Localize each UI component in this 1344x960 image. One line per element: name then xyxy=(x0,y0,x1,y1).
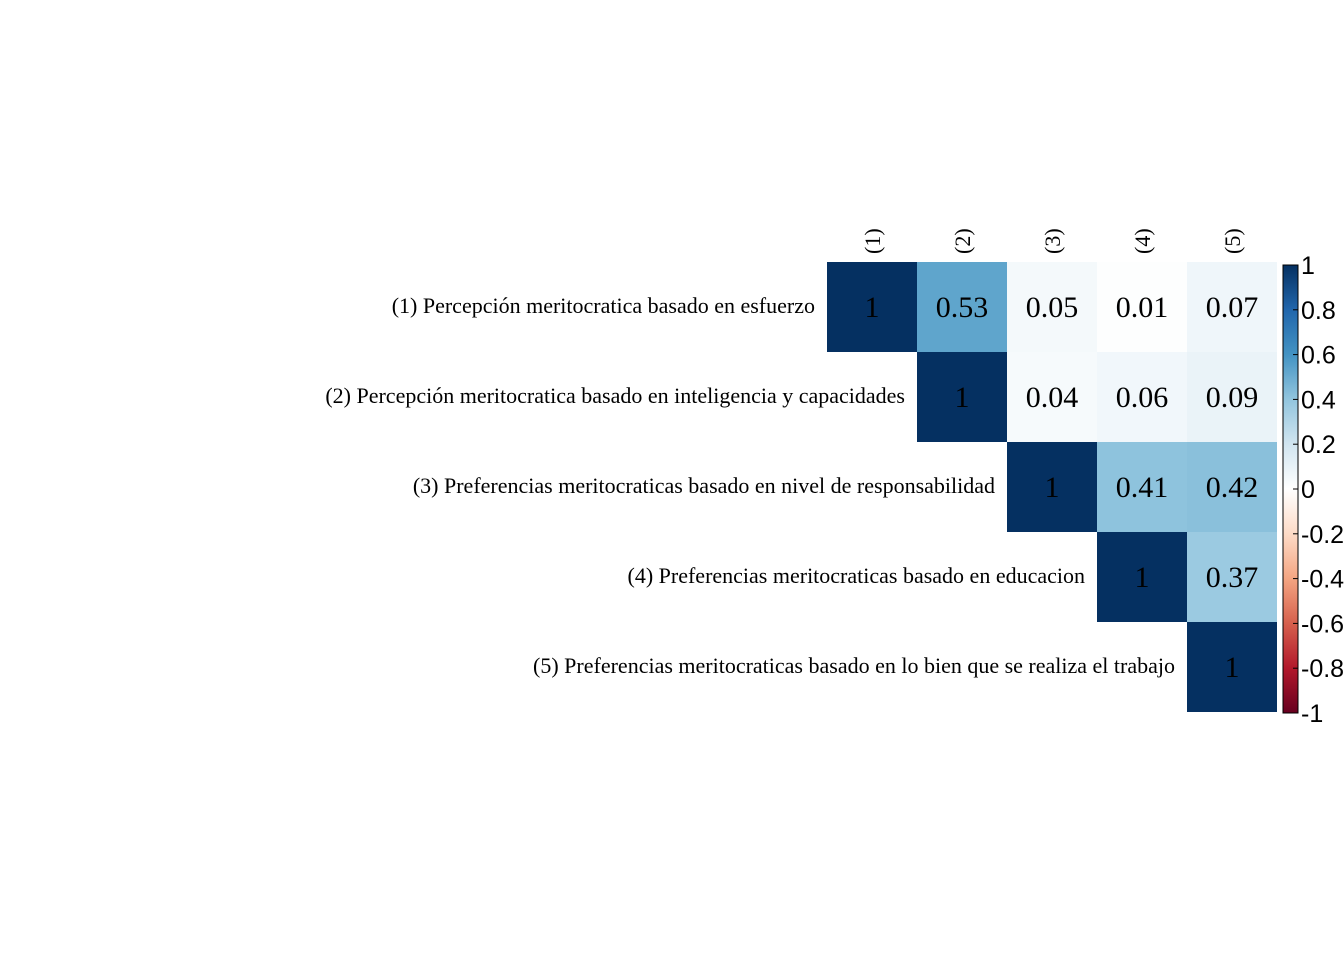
col-label-5: (5) xyxy=(1220,228,1245,254)
colorbar-tick-label: -0.6 xyxy=(1301,610,1344,638)
cell-value-2-4: 0.06 xyxy=(1116,381,1169,414)
cell-value-2-3: 0.04 xyxy=(1026,381,1079,414)
heatmap-cell-1-4 xyxy=(1097,262,1187,352)
col-label-3: (3) xyxy=(1040,228,1065,254)
colorbar-tick-label: 0.6 xyxy=(1301,342,1336,370)
colorbar-tick-label: 1 xyxy=(1301,252,1315,280)
cell-value-3-4: 0.41 xyxy=(1116,471,1169,504)
cell-value-1-3: 0.05 xyxy=(1026,291,1079,324)
heatmap-cell-1-1 xyxy=(827,262,917,352)
heatmap-cell-2-3 xyxy=(1007,352,1097,442)
col-label-1: (1) xyxy=(860,228,885,254)
heatmap-cell-3-3 xyxy=(1007,442,1097,532)
cell-value-4-4: 1 xyxy=(1135,561,1150,594)
colorbar-tick-label: -1 xyxy=(1301,700,1323,728)
cell-value-2-2: 1 xyxy=(955,381,970,414)
row-label-3: (3) Preferencias meritocraticas basado e… xyxy=(413,473,995,498)
cell-value-4-5: 0.37 xyxy=(1206,561,1259,594)
colorbar-tick-label: 0.4 xyxy=(1301,386,1336,414)
heatmap-cell-3-4 xyxy=(1097,442,1187,532)
row-label-5: (5) Preferencias meritocraticas basado e… xyxy=(533,653,1175,678)
cell-value-1-2: 0.53 xyxy=(936,291,989,324)
colorbar-tick-label: 0 xyxy=(1301,476,1315,504)
cell-value-2-5: 0.09 xyxy=(1206,381,1259,414)
heatmap-cell-2-5 xyxy=(1187,352,1277,442)
cell-value-5-5: 1 xyxy=(1225,651,1240,684)
colorbar-tick-label: 0.2 xyxy=(1301,431,1336,459)
heatmap-cell-1-2 xyxy=(917,262,1007,352)
heatmap-cell-2-4 xyxy=(1097,352,1187,442)
heatmap-cell-4-5 xyxy=(1187,532,1277,622)
heatmap-cell-4-4 xyxy=(1097,532,1187,622)
col-label-2: (2) xyxy=(950,228,975,254)
heatmap-cell-2-2 xyxy=(917,352,1007,442)
row-label-1: (1) Percepción meritocratica basado en e… xyxy=(392,293,815,318)
cell-value-1-4: 0.01 xyxy=(1116,291,1169,324)
heatmap-cell-3-5 xyxy=(1187,442,1277,532)
colorbar-tick-label: -0.8 xyxy=(1301,655,1344,683)
row-label-4: (4) Preferencias meritocraticas basado e… xyxy=(628,563,1086,588)
colorbar-tick-label: 0.8 xyxy=(1301,297,1336,325)
colorbar-tick-label: -0.4 xyxy=(1301,566,1344,594)
col-label-4: (4) xyxy=(1130,228,1155,254)
heatmap-cell-1-5 xyxy=(1187,262,1277,352)
colorbar-tick-label: -0.2 xyxy=(1301,521,1344,549)
cell-value-3-5: 0.42 xyxy=(1206,471,1259,504)
cell-value-3-3: 1 xyxy=(1045,471,1060,504)
heatmap-cell-1-3 xyxy=(1007,262,1097,352)
cell-value-1-5: 0.07 xyxy=(1206,291,1259,324)
cell-value-1-1: 1 xyxy=(865,291,880,324)
heatmap-cell-5-5 xyxy=(1187,622,1277,712)
row-label-2: (2) Percepción meritocratica basado en i… xyxy=(325,383,905,408)
